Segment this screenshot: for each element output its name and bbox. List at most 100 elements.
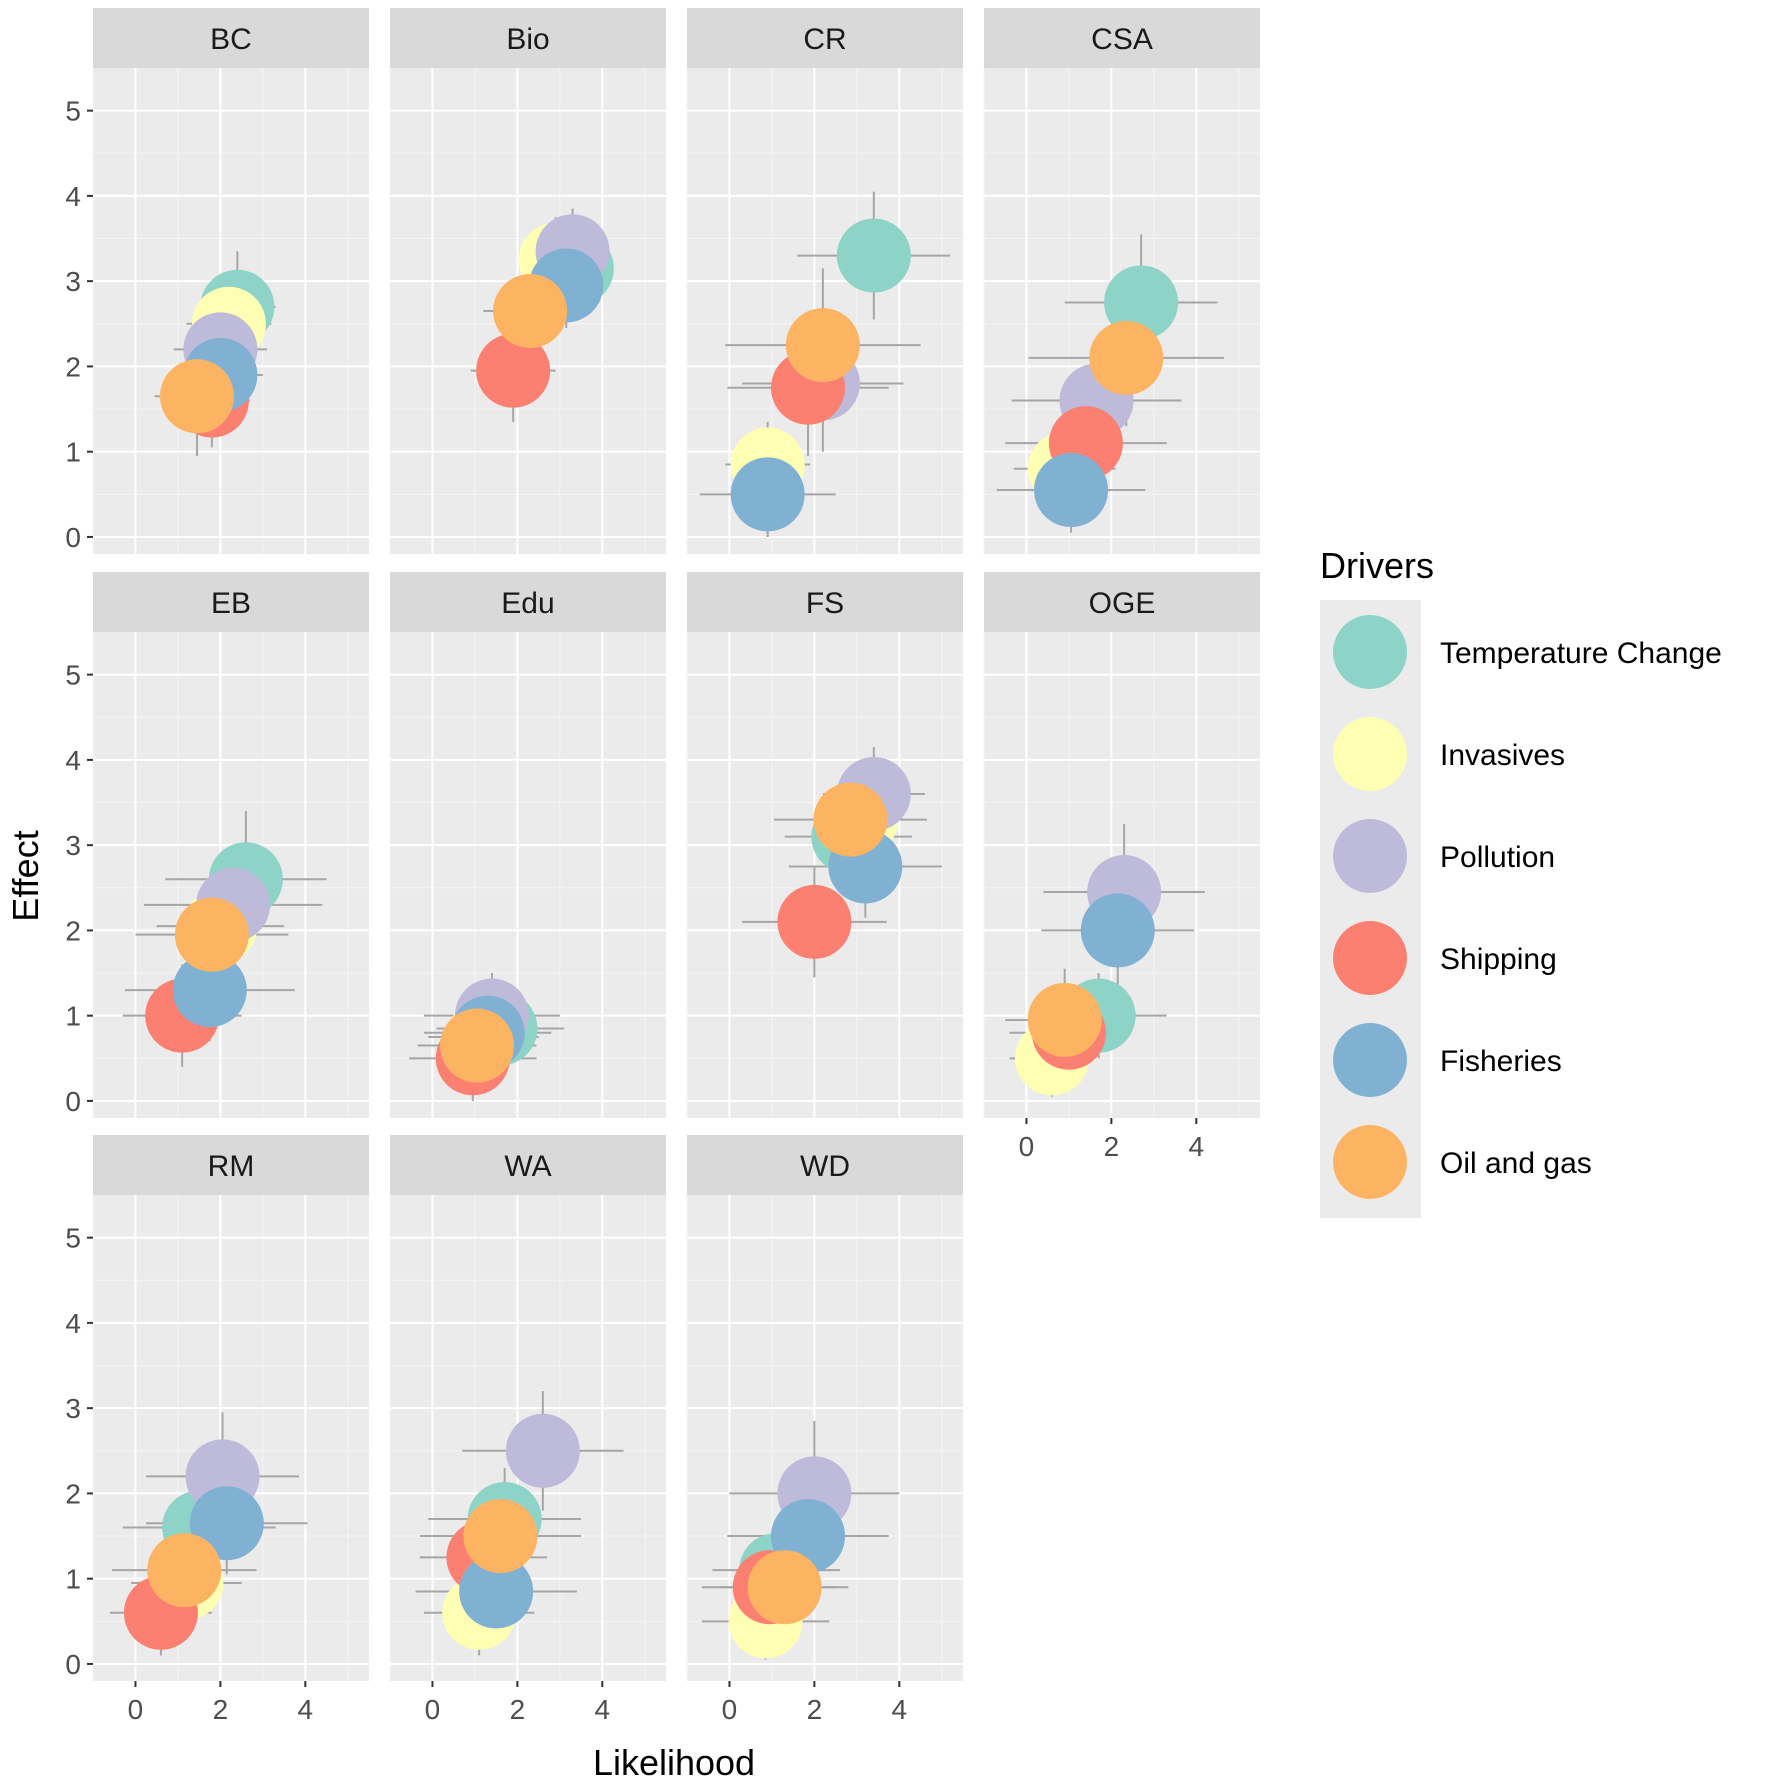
panel-strip [390, 1135, 666, 1195]
legend-label: Oil and gas [1440, 1147, 1592, 1180]
x-tick-label: 2 [213, 1694, 229, 1725]
point-oil-and-gas [174, 897, 249, 972]
legend-label: Fisheries [1440, 1045, 1562, 1078]
legend-item: Temperature Change [1333, 615, 1722, 689]
legend-swatch [1333, 717, 1407, 791]
x-tick-label: 0 [1019, 1131, 1035, 1162]
point-oil-and-gas [147, 1533, 222, 1608]
y-tick-label: 2 [65, 351, 81, 382]
y-tick-label: 0 [65, 522, 81, 553]
panel-csa: CSA [983, 8, 1260, 554]
panel-strip [984, 8, 1260, 68]
panel-strip-label: EB [211, 587, 251, 620]
legend-swatch [1333, 1125, 1407, 1199]
panel-strip-label: WD [800, 1150, 850, 1183]
legend-swatch [1333, 819, 1407, 893]
point-shipping [476, 333, 551, 408]
panel-strip-label: CSA [1091, 23, 1153, 56]
x-tick-label: 4 [1189, 1131, 1205, 1162]
point-oil-and-gas [747, 1550, 822, 1625]
panel-strip [390, 8, 666, 68]
x-tick-label: 4 [892, 1694, 908, 1725]
y-axis-title: Effect [5, 830, 46, 921]
legend-title: Drivers [1320, 545, 1434, 586]
legend-swatch [1333, 1023, 1407, 1097]
panel-strip-label: FS [806, 587, 844, 620]
panel-eb: EB 0 1 2 3 4 5 [65, 572, 369, 1118]
x-tick-label: 4 [595, 1694, 611, 1725]
x-axis-title: Likelihood [593, 1742, 755, 1783]
legend-item: Shipping [1333, 921, 1557, 995]
y-tick-label: 3 [65, 1393, 81, 1424]
panel-strip [984, 572, 1260, 632]
point-oil-and-gas [493, 274, 568, 348]
panel-strip [93, 572, 369, 632]
x-tick-label: 0 [128, 1694, 144, 1725]
y-tick-label: 2 [65, 1478, 81, 1509]
point-oil-and-gas [785, 308, 860, 383]
y-tick-label: 1 [65, 1001, 81, 1032]
point-temperature-change [836, 218, 911, 293]
point-temperature-change [1104, 265, 1179, 340]
y-tick-label: 1 [65, 437, 81, 468]
point-fisheries [1080, 893, 1155, 968]
x-tick-label: 0 [425, 1694, 441, 1725]
y-tick-label: 3 [65, 830, 81, 861]
y-tick-label: 4 [65, 1308, 81, 1339]
panel-strip-label: BC [210, 23, 252, 56]
y-tick-label: 2 [65, 915, 81, 946]
legend-swatch [1333, 921, 1407, 995]
legend-label: Pollution [1440, 841, 1555, 874]
y-tick-label: 5 [65, 660, 81, 691]
legend-key-background [1320, 600, 1421, 1218]
panel-strip-label: WA [504, 1150, 551, 1183]
panel-oge: OGE 0 2 4 [983, 572, 1260, 1162]
panel-wd: WD 0 2 4 [686, 1135, 963, 1725]
panel-fs: FS [686, 572, 963, 1118]
legend-label: Invasives [1440, 739, 1565, 772]
point-fisheries [1034, 453, 1109, 528]
panels-layer: BC 0 1 2 3 4 5 Bio CR CSA EB 0 1 2 3 4 5 Edu FS OGE 0 2 4 RM 0 1 2… [65, 8, 1260, 1725]
panel-strip-label: RM [208, 1150, 255, 1183]
y-tick-label: 4 [65, 745, 81, 776]
panel-bc: BC 0 1 2 3 4 5 [65, 8, 369, 554]
legend-swatch [1333, 615, 1407, 689]
point-oil-and-gas [1027, 982, 1102, 1057]
panel-strip-label: Edu [501, 587, 554, 620]
legend-item: Oil and gas [1333, 1125, 1592, 1199]
panel-cr: CR [686, 8, 963, 554]
y-tick-label: 5 [65, 1223, 81, 1254]
panel-rm: RM 0 1 2 3 4 5 0 2 4 [65, 1135, 369, 1725]
x-tick-label: 2 [807, 1694, 823, 1725]
point-fisheries [172, 953, 247, 1028]
legend-label: Shipping [1440, 943, 1557, 976]
point-oil-and-gas [440, 1008, 515, 1083]
legend-label: Temperature Change [1440, 637, 1722, 670]
point-shipping [777, 884, 852, 959]
point-oil-and-gas [813, 782, 888, 857]
point-pollution [505, 1413, 580, 1488]
panel-strip [687, 8, 963, 68]
panel-strip [93, 1135, 369, 1195]
panel-wa: WA 0 2 4 [389, 1135, 666, 1725]
legend-item: Pollution [1333, 819, 1555, 893]
y-tick-label: 0 [65, 1086, 81, 1117]
y-tick-label: 1 [65, 1564, 81, 1595]
x-tick-label: 0 [722, 1694, 738, 1725]
panel-strip [687, 572, 963, 632]
y-tick-label: 0 [65, 1649, 81, 1680]
point-oil-and-gas [160, 359, 235, 434]
legend-item: Fisheries [1333, 1023, 1562, 1097]
panel-strip [687, 1135, 963, 1195]
x-tick-label: 2 [510, 1694, 526, 1725]
point-oil-and-gas [1089, 320, 1164, 395]
panel-strip-label: CR [803, 23, 846, 56]
x-tick-label: 4 [298, 1694, 314, 1725]
y-tick-label: 5 [65, 96, 81, 127]
y-tick-label: 4 [65, 181, 81, 212]
panel-background [687, 1195, 963, 1681]
panel-background [687, 632, 963, 1118]
panel-bio: Bio [389, 8, 666, 554]
